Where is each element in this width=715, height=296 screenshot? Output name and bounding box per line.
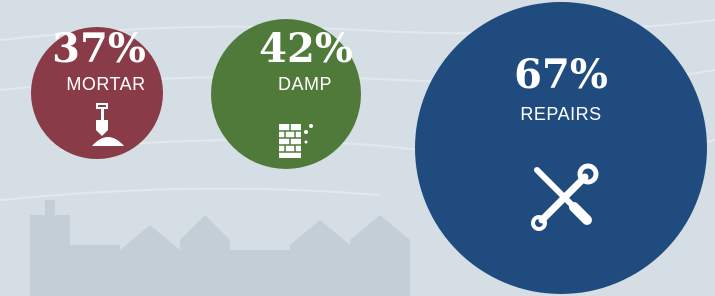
label: DAMP — [278, 74, 332, 94]
percent: 67% — [514, 51, 608, 98]
infographic: 37% MORTAR 42% DAMP 67% REPAIRS — [0, 0, 715, 296]
percent: 37% — [52, 25, 146, 72]
percent: 42% — [259, 25, 353, 72]
repairs-circle — [415, 2, 707, 294]
page: 37% MORTAR 42% DAMP 67% REPAIRS (() => {… — [0, 0, 715, 296]
label: REPAIRS — [520, 104, 601, 124]
label: MORTAR — [66, 74, 145, 94]
town-silhouette — [30, 200, 410, 296]
